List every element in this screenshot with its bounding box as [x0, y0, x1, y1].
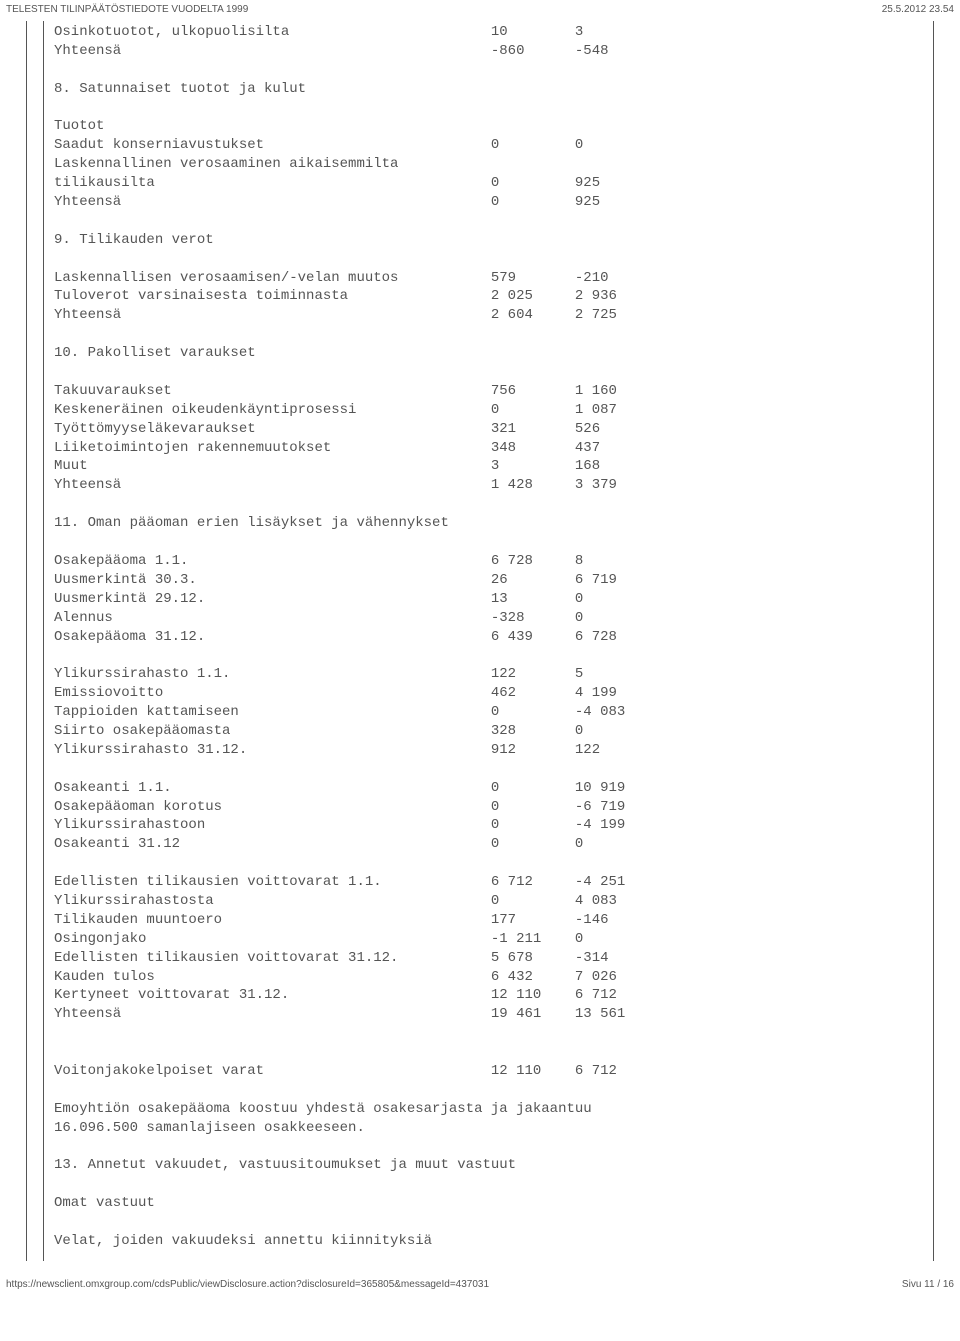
- text-row: Uusmerkintä 29.12. 13 0: [54, 590, 933, 609]
- text-row: Yhteensä 0 925: [54, 193, 933, 212]
- page-header: TELESTEN TILINPÄÄTÖSTIEDOTE VUODELTA 199…: [0, 0, 960, 21]
- text-row: Osakepääoman korotus 0 -6 719: [54, 798, 933, 817]
- text-row: Voitonjakokelpoiset varat 12 110 6 712: [54, 1062, 933, 1081]
- text-row: [54, 1043, 933, 1062]
- header-title: TELESTEN TILINPÄÄTÖSTIEDOTE VUODELTA 199…: [6, 4, 248, 15]
- text-row: Emissiovoitto 462 4 199: [54, 684, 933, 703]
- text-row: Osakepääoma 31.12. 6 439 6 728: [54, 628, 933, 647]
- text-row: Tappioiden kattamiseen 0 -4 083: [54, 703, 933, 722]
- text-row: [54, 495, 933, 514]
- text-row: Edellisten tilikausien voittovarat 1.1. …: [54, 873, 933, 892]
- content-frame-outer: Osinkotuotot, ulkopuolisilta 10 3Yhteens…: [26, 21, 934, 1261]
- text-row: Tuotot: [54, 117, 933, 136]
- text-row: Kertyneet voittovarat 31.12. 12 110 6 71…: [54, 986, 933, 1005]
- text-row: Yhteensä 1 428 3 379: [54, 476, 933, 495]
- text-row: [54, 99, 933, 118]
- text-row: Ylikurssirahastosta 0 4 083: [54, 892, 933, 911]
- text-row: Työttömyyseläkevaraukset 321 526: [54, 420, 933, 439]
- text-row: 9. Tilikauden verot: [54, 231, 933, 250]
- text-row: Yhteensä -860 -548: [54, 42, 933, 61]
- page-footer: https://newsclient.omxgroup.com/cdsPubli…: [0, 1261, 960, 1296]
- text-row: 8. Satunnaiset tuotot ja kulut: [54, 80, 933, 99]
- text-row: Saadut konserniavustukset 0 0: [54, 136, 933, 155]
- text-row: [54, 760, 933, 779]
- text-row: [54, 61, 933, 80]
- text-row: 11. Oman pääoman erien lisäykset ja vähe…: [54, 514, 933, 533]
- text-row: Ylikurssirahasto 31.12. 912 122: [54, 741, 933, 760]
- text-row: Alennus -328 0: [54, 609, 933, 628]
- footer-page: Sivu 11 / 16: [902, 1279, 954, 1290]
- text-row: Laskennallisen verosaamisen/-velan muuto…: [54, 269, 933, 288]
- text-row: Yhteensä 19 461 13 561: [54, 1005, 933, 1024]
- text-row: [54, 212, 933, 231]
- text-row: Osinkotuotot, ulkopuolisilta 10 3: [54, 23, 933, 42]
- text-row: Osingonjako -1 211 0: [54, 930, 933, 949]
- text-row: [54, 1138, 933, 1157]
- text-row: Laskennallinen verosaaminen aikaisemmilt…: [54, 155, 933, 174]
- text-row: Edellisten tilikausien voittovarat 31.12…: [54, 949, 933, 968]
- footer-url: https://newsclient.omxgroup.com/cdsPubli…: [6, 1279, 489, 1290]
- text-row: Siirto osakepääomasta 328 0: [54, 722, 933, 741]
- text-row: Omat vastuut: [54, 1194, 933, 1213]
- text-row: tilikausilta 0 925: [54, 174, 933, 193]
- text-row: Emoyhtiön osakepääoma koostuu yhdestä os…: [54, 1100, 933, 1119]
- text-row: Ylikurssirahasto 1.1. 122 5: [54, 665, 933, 684]
- text-row: [54, 1213, 933, 1232]
- text-row: [54, 646, 933, 665]
- text-row: [54, 1024, 933, 1043]
- text-row: Osakepääoma 1.1. 6 728 8: [54, 552, 933, 571]
- text-row: [54, 1175, 933, 1194]
- text-row: Osakeanti 31.12 0 0: [54, 835, 933, 854]
- text-row: Osakeanti 1.1. 0 10 919: [54, 779, 933, 798]
- text-row: [54, 325, 933, 344]
- text-row: Takuuvaraukset 756 1 160: [54, 382, 933, 401]
- text-row: Tuloverot varsinaisesta toiminnasta 2 02…: [54, 287, 933, 306]
- text-row: Uusmerkintä 30.3. 26 6 719: [54, 571, 933, 590]
- text-row: [54, 533, 933, 552]
- text-row: [54, 363, 933, 382]
- text-row: Yhteensä 2 604 2 725: [54, 306, 933, 325]
- header-date: 25.5.2012 23.54: [882, 4, 954, 15]
- financial-text-block: Osinkotuotot, ulkopuolisilta 10 3Yhteens…: [43, 21, 933, 1261]
- text-row: [54, 1081, 933, 1100]
- text-row: Tilikauden muuntoero 177 -146: [54, 911, 933, 930]
- text-row: Muut 3 168: [54, 457, 933, 476]
- text-row: [54, 854, 933, 873]
- text-row: Ylikurssirahastoon 0 -4 199: [54, 816, 933, 835]
- text-row: Liiketoimintojen rakennemuutokset 348 43…: [54, 439, 933, 458]
- text-row: Kauden tulos 6 432 7 026: [54, 968, 933, 987]
- text-row: [54, 250, 933, 269]
- text-row: 10. Pakolliset varaukset: [54, 344, 933, 363]
- text-row: 13. Annetut vakuudet, vastuusitoumukset …: [54, 1156, 933, 1175]
- text-row: Keskeneräinen oikeudenkäyntiprosessi 0 1…: [54, 401, 933, 420]
- text-row: Velat, joiden vakuudeksi annettu kiinnit…: [54, 1232, 933, 1251]
- text-row: 16.096.500 samanlajiseen osakkeeseen.: [54, 1119, 933, 1138]
